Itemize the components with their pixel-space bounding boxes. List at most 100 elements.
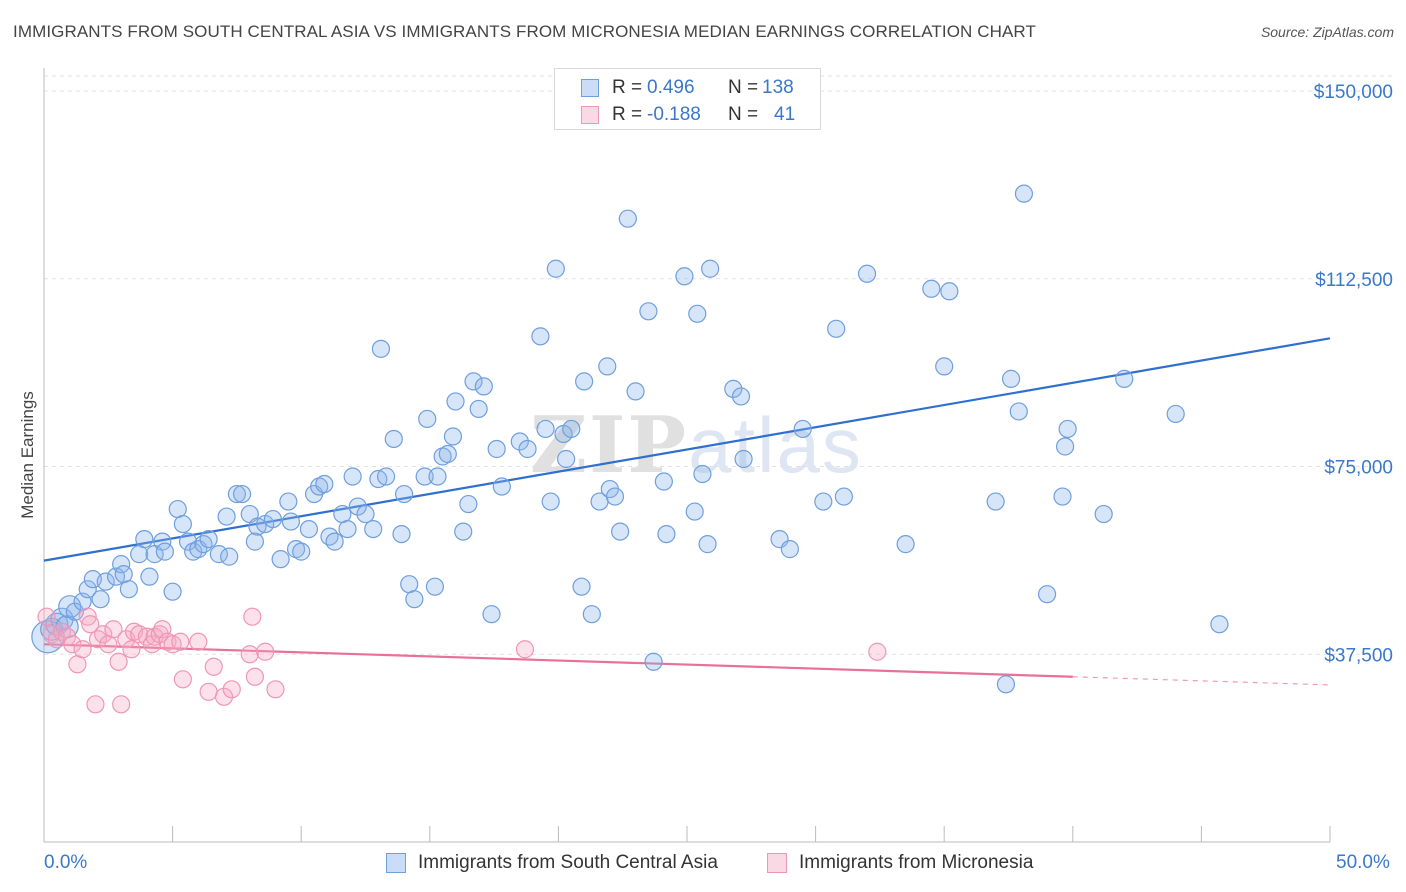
pink-point xyxy=(52,622,72,641)
pink-point xyxy=(240,645,259,664)
blue-point xyxy=(338,519,357,539)
blue-point xyxy=(299,519,319,539)
blue-point xyxy=(173,514,192,534)
blue-point xyxy=(135,530,154,549)
blue-point xyxy=(487,439,506,459)
blue-point xyxy=(618,209,637,228)
chart-title: IMMIGRANTS FROM SOUTH CENTRAL ASIA VS IM… xyxy=(13,22,1036,41)
y-tick-labels: $37,500 $75,000 $112,500 $150,000 xyxy=(1314,82,1393,666)
stats-legend: R = 0.496 N = 138 R = -0.188 N = 41 xyxy=(554,68,821,130)
trend-lines xyxy=(43,337,1331,686)
blue-point xyxy=(438,444,457,464)
blue-point xyxy=(492,477,511,496)
n-label: N = xyxy=(728,77,759,98)
blue-point xyxy=(425,577,445,596)
blue-point xyxy=(469,399,488,419)
trend-line-series2 xyxy=(43,643,1073,678)
stats-row-series1: R = 0.496 N = 138 xyxy=(555,75,820,101)
pink-point xyxy=(222,680,241,699)
blue-point xyxy=(572,577,591,596)
pink-point xyxy=(73,640,92,659)
blue-point xyxy=(1210,615,1229,634)
blue-point xyxy=(562,419,581,439)
blue-point xyxy=(541,492,560,511)
blue-point xyxy=(178,532,198,551)
blue-point xyxy=(857,264,877,283)
blue-point xyxy=(78,580,97,599)
blue-point xyxy=(348,497,367,516)
blue-point xyxy=(184,542,203,561)
blue-point xyxy=(1037,585,1057,604)
blue-point xyxy=(96,572,115,591)
blue-point xyxy=(446,392,465,411)
axes xyxy=(43,68,1331,843)
pink-point xyxy=(199,682,218,701)
blue-point xyxy=(611,522,630,541)
blue-point xyxy=(598,357,617,376)
source-label: Source: ZipAtlas.com xyxy=(1260,24,1394,40)
watermark: ZIPatlas xyxy=(530,400,863,491)
pink-point xyxy=(99,635,118,654)
blue-point xyxy=(315,474,334,494)
blue-point xyxy=(405,590,424,609)
blue-point xyxy=(518,439,537,459)
blue-point xyxy=(232,484,252,504)
x-tick-label-min: 0.0% xyxy=(44,852,88,873)
blue-point xyxy=(896,535,915,554)
y-axis-label: Median Earnings xyxy=(18,391,37,519)
pink-point xyxy=(189,632,208,651)
blue-point xyxy=(371,339,391,358)
pink-point xyxy=(63,635,82,654)
blue-point xyxy=(155,542,174,561)
pink-point xyxy=(86,695,105,714)
blue-point xyxy=(459,494,478,514)
pink-point xyxy=(37,607,56,626)
blue-point xyxy=(279,492,298,511)
blue-point xyxy=(364,519,383,539)
blue-point xyxy=(986,492,1005,511)
blue-point xyxy=(657,524,676,544)
blue-point xyxy=(685,502,704,521)
blue-point xyxy=(119,580,138,599)
blue-point xyxy=(644,652,663,671)
blue-point xyxy=(940,282,959,301)
legend-label: Immigrants from South Central Asia xyxy=(418,852,718,873)
blue-point xyxy=(1053,487,1072,506)
pink-point xyxy=(81,615,100,634)
blue-point xyxy=(392,524,411,544)
blue-point xyxy=(227,484,246,504)
pink-point xyxy=(112,695,131,714)
trend-line-series2-extension xyxy=(1072,676,1331,686)
pink-point xyxy=(173,670,192,689)
blue-point xyxy=(1055,437,1075,456)
data-points xyxy=(31,184,1229,714)
blue-point xyxy=(292,542,311,561)
blue-point xyxy=(1166,404,1185,424)
blue-point xyxy=(58,595,82,619)
blue-point xyxy=(1115,369,1134,388)
blue-point xyxy=(454,522,473,541)
pink-point xyxy=(868,642,887,661)
blue-point xyxy=(701,259,720,278)
blue-point xyxy=(443,427,463,446)
blue-point xyxy=(557,449,576,469)
blue-point xyxy=(1014,184,1034,203)
r-label: R = xyxy=(612,104,643,125)
blue-point xyxy=(1058,419,1077,439)
blue-point xyxy=(724,379,743,399)
blue-point xyxy=(91,590,110,609)
blue-point xyxy=(281,512,301,531)
blue-point xyxy=(464,372,483,391)
watermark-zip: ZIP xyxy=(530,400,689,491)
blue-point xyxy=(1094,504,1113,524)
pink-point xyxy=(204,657,223,676)
blue-point xyxy=(734,449,753,469)
blue-point xyxy=(384,429,403,449)
pink-point xyxy=(88,630,108,649)
legend-swatch-blue xyxy=(386,853,406,873)
blue-point xyxy=(400,575,419,594)
blue-point xyxy=(605,487,625,506)
pink-point xyxy=(94,625,113,644)
legend-swatch-pink xyxy=(581,106,599,124)
